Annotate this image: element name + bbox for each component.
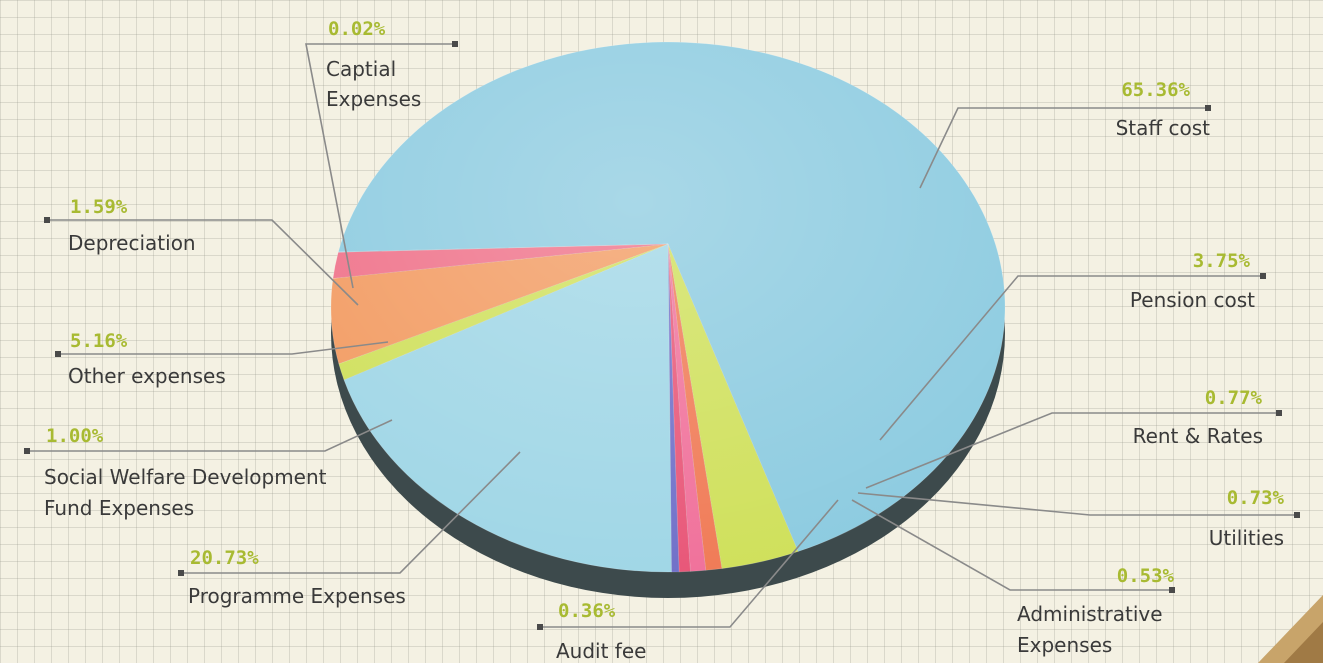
- pie-sheen: [331, 42, 1005, 572]
- leader-lines: [24, 41, 1300, 630]
- label-rent-rates: Rent & Rates: [1133, 424, 1263, 448]
- pct-pension-cost: 3.75%: [1193, 250, 1251, 272]
- leader-audit-fee: [540, 499, 839, 628]
- label-swdf-expenses-line2: Fund Expenses: [44, 496, 194, 520]
- leader-other-expenses: [58, 341, 389, 355]
- leader-depreciation: [47, 219, 359, 306]
- leader-dot-pension-cost: [1260, 273, 1266, 279]
- corner-decoration-inner: [1284, 622, 1323, 663]
- label-administrative-expenses-line1: Administrative: [1017, 602, 1163, 626]
- label-other-expenses: Other expenses: [68, 364, 226, 388]
- leader-dot-swdf-expenses: [24, 448, 30, 454]
- leader-dot-administrative-expenses: [1169, 587, 1175, 593]
- label-administrative-expenses-line2: Expenses: [1017, 633, 1112, 657]
- pct-depreciation: 1.59%: [70, 196, 128, 218]
- leader-dot-capital-expenses: [452, 41, 458, 47]
- pct-audit-fee: 0.36%: [558, 600, 616, 622]
- leader-administrative-expenses: [851, 499, 1172, 591]
- label-capital-expenses-line2: Expenses: [326, 87, 421, 111]
- slice-labels: 0.02% Captial Expenses 65.36% Staff cost…: [44, 18, 1285, 663]
- leader-dot-rent-rates: [1276, 410, 1282, 416]
- leader-pension-cost: [879, 275, 1263, 441]
- leader-dot-utilities: [1294, 512, 1300, 518]
- pct-utilities: 0.73%: [1227, 487, 1285, 509]
- leader-swdf-expenses: [27, 419, 393, 452]
- pct-capital-expenses: 0.02%: [328, 18, 386, 40]
- leader-capital-expenses: [305, 43, 455, 289]
- leader-dot-other-expenses: [55, 351, 61, 357]
- pct-swdf-expenses: 1.00%: [46, 425, 104, 447]
- leader-utilities: [857, 492, 1297, 516]
- pct-other-expenses: 5.16%: [70, 330, 128, 352]
- label-depreciation: Depreciation: [68, 231, 196, 255]
- leader-dot-depreciation: [44, 217, 50, 223]
- pct-rent-rates: 0.77%: [1205, 387, 1263, 409]
- leader-dot-audit-fee: [537, 624, 543, 630]
- leader-staff-cost: [919, 107, 1208, 189]
- leader-programme-expenses: [181, 451, 521, 574]
- pct-staff-cost: 65.36%: [1121, 79, 1190, 101]
- label-swdf-expenses-line1: Social Welfare Development: [44, 465, 327, 489]
- leader-rent-rates: [865, 412, 1279, 489]
- pct-programme-expenses: 20.73%: [190, 547, 259, 569]
- leader-dot-programme-expenses: [178, 570, 184, 576]
- label-pension-cost: Pension cost: [1130, 288, 1255, 312]
- leader-dot-staff-cost: [1205, 105, 1211, 111]
- pct-administrative-expenses: 0.53%: [1117, 565, 1175, 587]
- label-utilities: Utilities: [1209, 526, 1284, 550]
- label-capital-expenses-line1: Captial: [326, 57, 396, 81]
- label-staff-cost: Staff cost: [1116, 116, 1211, 140]
- label-audit-fee: Audit fee: [556, 639, 646, 663]
- label-programme-expenses: Programme Expenses: [188, 584, 406, 608]
